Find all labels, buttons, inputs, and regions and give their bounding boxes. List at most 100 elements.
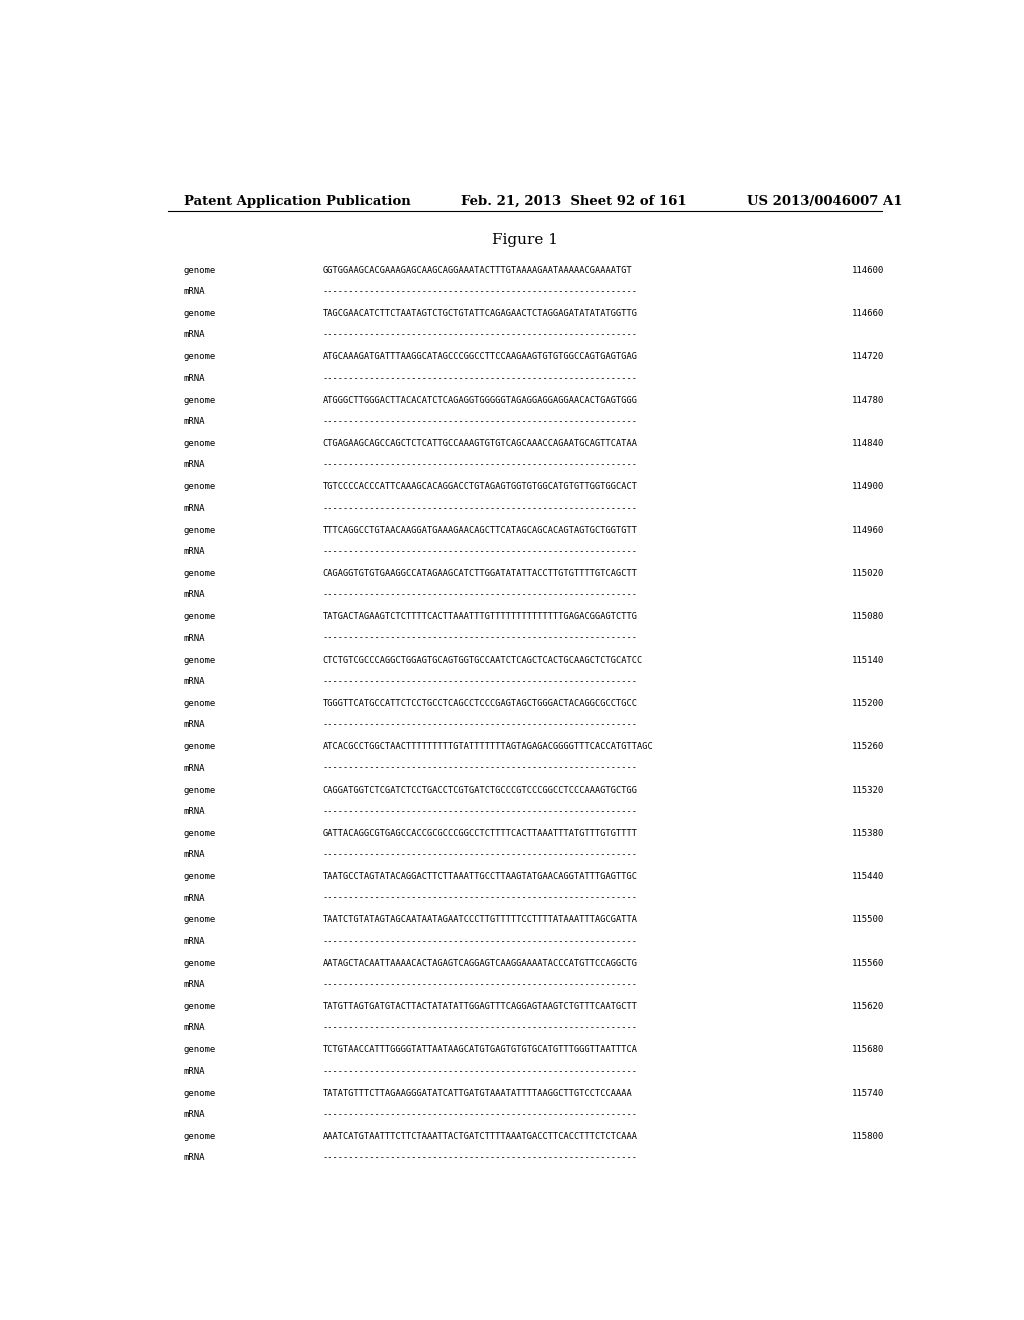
Text: ------------------------------------------------------------: ----------------------------------------…: [323, 330, 637, 339]
Text: 115380: 115380: [852, 829, 884, 838]
Text: mRNA: mRNA: [183, 330, 205, 339]
Text: mRNA: mRNA: [183, 417, 205, 426]
Text: ------------------------------------------------------------: ----------------------------------------…: [323, 634, 637, 643]
Text: 114720: 114720: [852, 352, 884, 362]
Text: 115740: 115740: [852, 1089, 884, 1098]
Text: mRNA: mRNA: [183, 1067, 205, 1076]
Text: ------------------------------------------------------------: ----------------------------------------…: [323, 677, 637, 686]
Text: mRNA: mRNA: [183, 634, 205, 643]
Text: ------------------------------------------------------------: ----------------------------------------…: [323, 1154, 637, 1163]
Text: TATGACTAGAAGTCTCTTTTCACTTAAATTTGTTTTTTTTTTTTTTGAGACGGAGTCTTG: TATGACTAGAAGTCTCTTTTCACTTAAATTTGTTTTTTTT…: [323, 612, 637, 622]
Text: AAATCATGTAATTTCTTCTAAATTACTGATCTTTTAAATGACCTTCACCTTTCTCTCAAA: AAATCATGTAATTTCTTCTAAATTACTGATCTTTTAAATG…: [323, 1133, 637, 1140]
Text: ------------------------------------------------------------: ----------------------------------------…: [323, 590, 637, 599]
Text: 114900: 114900: [852, 482, 884, 491]
Text: TAATCTGTATAGTAGCAATAATAGAATCCCTTGTTTTTCCTTTTATAAATTTAGCGATTA: TAATCTGTATAGTAGCAATAATAGAATCCCTTGTTTTTCC…: [323, 916, 637, 924]
Text: genome: genome: [183, 265, 216, 275]
Text: genome: genome: [183, 958, 216, 968]
Text: ------------------------------------------------------------: ----------------------------------------…: [323, 894, 637, 903]
Text: TATGTTAGTGATGTACTTACTATATATTGGAGTTTCAGGAGTAAGTCTGTTTCAATGCTT: TATGTTAGTGATGTACTTACTATATATTGGAGTTTCAGGA…: [323, 1002, 637, 1011]
Text: ------------------------------------------------------------: ----------------------------------------…: [323, 461, 637, 470]
Text: CAGGATGGTCTCGATCTCCTGACCTCGTGATCTGCCCGTCCCGGCCTCCCAAAGTGCTGG: CAGGATGGTCTCGATCTCCTGACCTCGTGATCTGCCCGTC…: [323, 785, 637, 795]
Text: mRNA: mRNA: [183, 981, 205, 989]
Text: CTCTGTCGCCCAGGCTGGAGTGCAGTGGTGCCAATCTCAGCTCACTGCAAGCTCTGCATCC: CTCTGTCGCCCAGGCTGGAGTGCAGTGGTGCCAATCTCAG…: [323, 656, 643, 664]
Text: 115320: 115320: [852, 785, 884, 795]
Text: 114840: 114840: [852, 440, 884, 447]
Text: CAGAGGTGTGTGAAGGCCATAGAAGCATCTTGGATATATTACCTTGTGTTTTGTCAGCTT: CAGAGGTGTGTGAAGGCCATAGAAGCATCTTGGATATATT…: [323, 569, 637, 578]
Text: ------------------------------------------------------------: ----------------------------------------…: [323, 286, 637, 296]
Text: ------------------------------------------------------------: ----------------------------------------…: [323, 721, 637, 729]
Text: genome: genome: [183, 309, 216, 318]
Text: TGGGTTCATGCCATTCTCCTGCCTCAGCCTCCCGAGTAGCTGGGACTACAGGCGCCTGCC: TGGGTTCATGCCATTCTCCTGCCTCAGCCTCCCGAGTAGC…: [323, 698, 637, 708]
Text: ------------------------------------------------------------: ----------------------------------------…: [323, 1023, 637, 1032]
Text: ATGCAAAGATGATTTAAGGCATAGCCCGGCCTTCCAAGAAGTGTGTGGCCAGTGAGTGAG: ATGCAAAGATGATTTAAGGCATAGCCCGGCCTTCCAAGAA…: [323, 352, 637, 362]
Text: genome: genome: [183, 1133, 216, 1140]
Text: mRNA: mRNA: [183, 1154, 205, 1163]
Text: genome: genome: [183, 916, 216, 924]
Text: 115620: 115620: [852, 1002, 884, 1011]
Text: mRNA: mRNA: [183, 850, 205, 859]
Text: ------------------------------------------------------------: ----------------------------------------…: [323, 807, 637, 816]
Text: mRNA: mRNA: [183, 504, 205, 512]
Text: genome: genome: [183, 742, 216, 751]
Text: US 2013/0046007 A1: US 2013/0046007 A1: [748, 194, 902, 207]
Text: genome: genome: [183, 440, 216, 447]
Text: 114660: 114660: [852, 309, 884, 318]
Text: TGTCCCCACCCATTCAAAGCACAGGACCTGTAGAGTGGTGTGGCATGTGTTGGTGGCACT: TGTCCCCACCCATTCAAAGCACAGGACCTGTAGAGTGGTG…: [323, 482, 637, 491]
Text: genome: genome: [183, 656, 216, 664]
Text: ------------------------------------------------------------: ----------------------------------------…: [323, 1110, 637, 1119]
Text: mRNA: mRNA: [183, 374, 205, 383]
Text: genome: genome: [183, 829, 216, 838]
Text: CTGAGAAGCAGCCAGCTCTCATTGCCAAAGTGTGTCAGCAAACCAGAATGCAGTTCATAA: CTGAGAAGCAGCCAGCTCTCATTGCCAAAGTGTGTCAGCA…: [323, 440, 637, 447]
Text: mRNA: mRNA: [183, 721, 205, 729]
Text: mRNA: mRNA: [183, 546, 205, 556]
Text: ATGGGCTTGGGACTTACACATCTCAGAGGTGGGGGTAGAGGAGGAGGAACACTGAGTGGG: ATGGGCTTGGGACTTACACATCTCAGAGGTGGGGGTAGAG…: [323, 396, 637, 405]
Text: TATATGTTTCTTAGAAGGGATATCATTGATGTAAATATTTTAAGGCTTGTCCTCCAAAA: TATATGTTTCTTAGAAGGGATATCATTGATGTAAATATTT…: [323, 1089, 632, 1098]
Text: 115080: 115080: [852, 612, 884, 622]
Text: genome: genome: [183, 396, 216, 405]
Text: ------------------------------------------------------------: ----------------------------------------…: [323, 374, 637, 383]
Text: genome: genome: [183, 612, 216, 622]
Text: genome: genome: [183, 482, 216, 491]
Text: GGTGGAAGCACGAAAGAGCAAGCAGGAAATACTTTGTAAAAGAATAAAAACGAAAATGT: GGTGGAAGCACGAAAGAGCAAGCAGGAAATACTTTGTAAA…: [323, 265, 632, 275]
Text: ------------------------------------------------------------: ----------------------------------------…: [323, 504, 637, 512]
Text: genome: genome: [183, 525, 216, 535]
Text: ------------------------------------------------------------: ----------------------------------------…: [323, 937, 637, 946]
Text: 115680: 115680: [852, 1045, 884, 1055]
Text: 115440: 115440: [852, 873, 884, 882]
Text: 114600: 114600: [852, 265, 884, 275]
Text: mRNA: mRNA: [183, 763, 205, 772]
Text: 114960: 114960: [852, 525, 884, 535]
Text: Patent Application Publication: Patent Application Publication: [183, 194, 411, 207]
Text: genome: genome: [183, 352, 216, 362]
Text: 115200: 115200: [852, 698, 884, 708]
Text: TAATGCCTAGTATACAGGACTTCTTAAATTGCCTTAAGTATGAACAGGTATTTGAGTTGC: TAATGCCTAGTATACAGGACTTCTTAAATTGCCTTAAGTA…: [323, 873, 637, 882]
Text: mRNA: mRNA: [183, 286, 205, 296]
Text: mRNA: mRNA: [183, 894, 205, 903]
Text: TCTGTAACCATTTGGGGTATTAATAAGCATGTGAGTGTGTGCATGTTTGGGTTAATTTCA: TCTGTAACCATTTGGGGTATTAATAAGCATGTGAGTGTGT…: [323, 1045, 637, 1055]
Text: GATTACAGGCGTGAGCCACCGCGCCCGGCCTCTTTTCACTTAAATTTATGTTTGTGTTTT: GATTACAGGCGTGAGCCACCGCGCCCGGCCTCTTTTCACT…: [323, 829, 637, 838]
Text: ------------------------------------------------------------: ----------------------------------------…: [323, 1067, 637, 1076]
Text: ------------------------------------------------------------: ----------------------------------------…: [323, 417, 637, 426]
Text: genome: genome: [183, 1002, 216, 1011]
Text: mRNA: mRNA: [183, 461, 205, 470]
Text: 115800: 115800: [852, 1133, 884, 1140]
Text: Feb. 21, 2013  Sheet 92 of 161: Feb. 21, 2013 Sheet 92 of 161: [461, 194, 687, 207]
Text: mRNA: mRNA: [183, 937, 205, 946]
Text: mRNA: mRNA: [183, 807, 205, 816]
Text: genome: genome: [183, 569, 216, 578]
Text: 115500: 115500: [852, 916, 884, 924]
Text: mRNA: mRNA: [183, 590, 205, 599]
Text: ------------------------------------------------------------: ----------------------------------------…: [323, 763, 637, 772]
Text: genome: genome: [183, 1089, 216, 1098]
Text: 115260: 115260: [852, 742, 884, 751]
Text: ATCACGCCTGGCTAACTTTTTTTTTGTATTTTTTTAGTAGAGACGGGGTTTCACCATGTTAGC: ATCACGCCTGGCTAACTTTTTTTTTGTATTTTTTTAGTAG…: [323, 742, 653, 751]
Text: mRNA: mRNA: [183, 1110, 205, 1119]
Text: TAGCGAACATCTTCTAATAGTCTGCTGTATTCAGAGAACTCTAGGAGATATATATGGTTG: TAGCGAACATCTTCTAATAGTCTGCTGTATTCAGAGAACT…: [323, 309, 637, 318]
Text: mRNA: mRNA: [183, 1023, 205, 1032]
Text: 115140: 115140: [852, 656, 884, 664]
Text: genome: genome: [183, 698, 216, 708]
Text: 115560: 115560: [852, 958, 884, 968]
Text: ------------------------------------------------------------: ----------------------------------------…: [323, 546, 637, 556]
Text: ------------------------------------------------------------: ----------------------------------------…: [323, 850, 637, 859]
Text: 114780: 114780: [852, 396, 884, 405]
